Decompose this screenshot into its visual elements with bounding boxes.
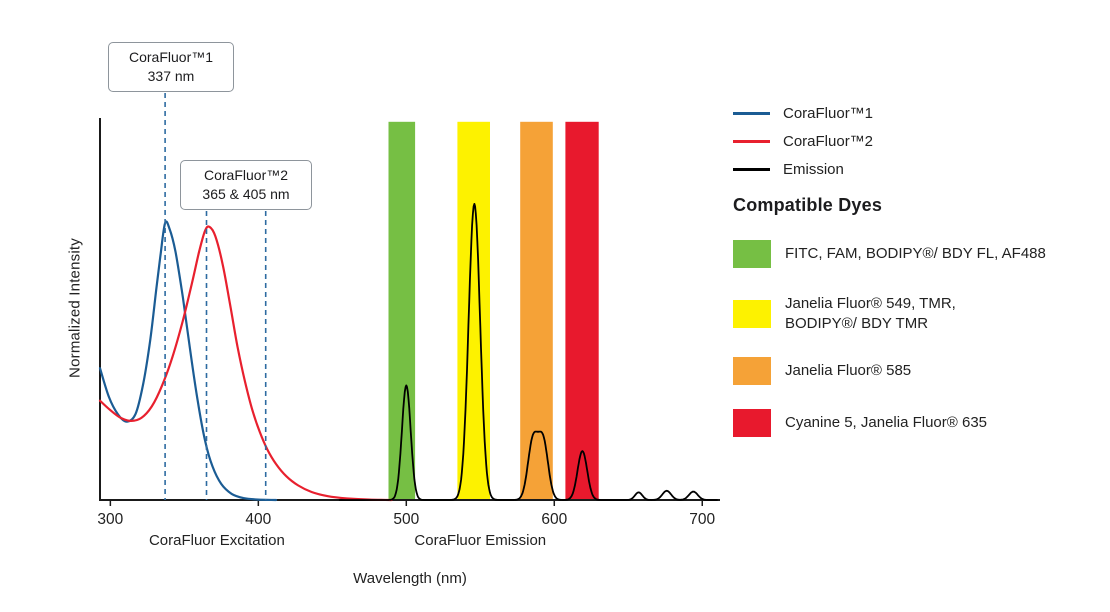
dye-label-line2: BODIPY®/ BDY TMR	[785, 314, 929, 332]
dye-label-line1: Cyanine 5, Janelia Fluor® 635	[785, 414, 988, 432]
corafluor1-line-swatch	[733, 111, 770, 115]
x-tick-label-400: 400	[245, 511, 271, 528]
x-axis-title: Wavelength (nm)	[353, 570, 467, 587]
compatible-dyes-heading: Compatible Dyes	[733, 195, 883, 215]
orange-band-swatch	[733, 357, 771, 385]
series-corafluor2-excitation	[98, 225, 393, 502]
legend-entry-label: CoraFluor™2	[783, 132, 874, 150]
callout-wavelength: 337 nm	[147, 67, 195, 84]
yellow-band-swatch	[733, 299, 771, 328]
filter-band-orange	[520, 121, 553, 501]
dye-label-green: FITC, FAM, BODIPY®/ BDY FL, AF488	[785, 244, 1046, 264]
y-axis-label: Normalized Intensity	[66, 238, 84, 378]
legend-entry-corafluor2: CoraFluor™2	[733, 131, 1105, 151]
dye-label-line1: Janelia Fluor® 549, TMR,	[785, 295, 956, 312]
legend-entry-corafluor1: CoraFluor™1	[733, 103, 1105, 123]
x-axis-section-label-1: CoraFluor Emission	[414, 532, 546, 549]
legend-entry-label: Emission	[783, 160, 844, 178]
filter-band-red	[565, 121, 599, 501]
emission-line-swatch	[733, 167, 770, 171]
x-tick-label-300: 300	[97, 511, 123, 528]
x-axis-section-label-0: CoraFluor Excitation	[149, 532, 285, 549]
corafluor2-line-swatch	[733, 139, 770, 143]
series-emission	[338, 203, 718, 501]
x-tick-label-500: 500	[393, 511, 419, 528]
corafluor1-excitation-callout: CoraFluor™1 337 nm	[108, 42, 234, 92]
dye-label-yellow: Janelia Fluor® 549, TMR, BODIPY®/ BDY TM…	[785, 294, 956, 333]
callout-title: CoraFluor™2	[203, 167, 289, 183]
dye-label-red: Cyanine 5, Janelia Fluor® 635	[785, 413, 987, 433]
corafluor2-excitation-callout: CoraFluor™2 365 & 405 nm	[180, 160, 312, 210]
dye-label-line1: Janelia Fluor® 585	[785, 362, 912, 380]
callout-wavelength: 365 & 405 nm	[202, 185, 290, 202]
dye-label-orange: Janelia Fluor® 585	[785, 361, 911, 381]
green-band-swatch	[733, 240, 771, 268]
legend-entry-emission: Emission	[733, 159, 1105, 179]
red-band-swatch	[733, 409, 771, 437]
legend-entry-label: CoraFluor™1	[783, 104, 874, 122]
dye-row-red: Cyanine 5, Janelia Fluor® 635	[733, 409, 1105, 437]
dye-row-orange: Janelia Fluor® 585	[733, 357, 1105, 385]
callout-title: CoraFluor™1	[128, 49, 214, 65]
dye-label-line1: FITC, FAM, BODIPY®/ BDY FL, AF488	[785, 245, 1046, 263]
x-tick-label-700: 700	[689, 511, 715, 528]
dye-row-green: FITC, FAM, BODIPY®/ BDY FL, AF488	[733, 240, 1105, 268]
legend: CoraFluor™1 CoraFluor™2 Emission Compati…	[733, 103, 1105, 437]
dye-row-yellow: Janelia Fluor® 549, TMR, BODIPY®/ BDY TM…	[733, 294, 1105, 333]
x-tick-label-600: 600	[541, 511, 567, 528]
series-corafluor1-excitation	[98, 220, 278, 502]
